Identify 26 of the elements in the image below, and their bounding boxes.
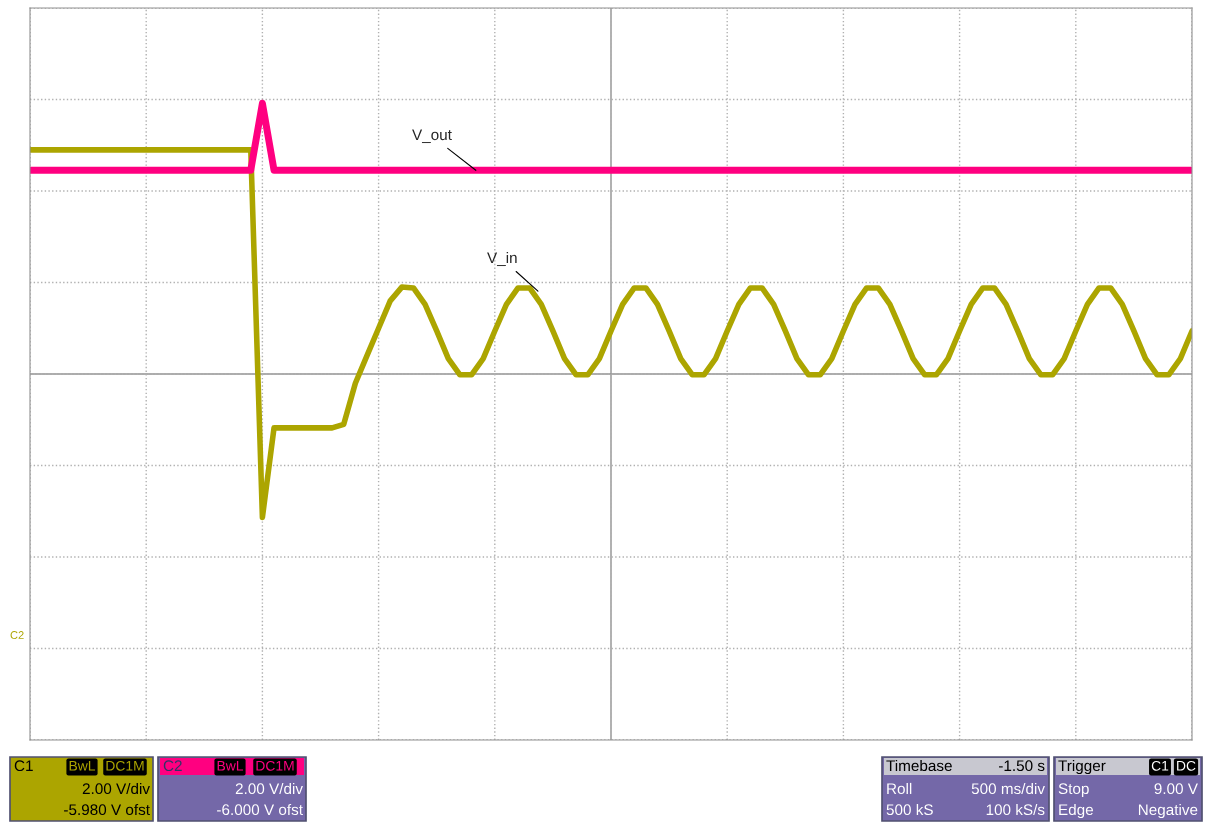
text: Negative — [1138, 803, 1198, 819]
text: 2.00 V/div — [82, 782, 150, 795]
text: C1 — [14, 760, 33, 772]
text: 500 kS — [886, 803, 933, 816]
text: -6.000 V ofst — [217, 803, 303, 816]
text: Trigger — [1058, 759, 1106, 775]
text: C2 — [163, 760, 182, 772]
text: BwL — [217, 761, 244, 771]
text: C1 — [1151, 760, 1169, 771]
text: DC1M — [256, 760, 294, 771]
text: -5.980 V ofst — [64, 803, 150, 816]
text: 500 ms/div — [971, 782, 1045, 795]
text: DC1M — [106, 760, 144, 771]
text: Edge — [1059, 803, 1093, 819]
series-label: V_out — [412, 129, 452, 144]
text: 100 kS/s — [986, 803, 1045, 816]
text: DC — [1177, 760, 1196, 771]
text: -1.50 s — [998, 760, 1045, 772]
text: C2 — [10, 631, 24, 639]
text: 9.00 V — [1154, 783, 1198, 795]
text: Stop — [1058, 783, 1089, 798]
text: 2.00 V/div — [235, 782, 303, 795]
series-label: V_in — [487, 251, 517, 267]
text: Roll — [887, 782, 912, 795]
text: BwL — [69, 761, 96, 771]
text: Timebase — [886, 759, 952, 772]
